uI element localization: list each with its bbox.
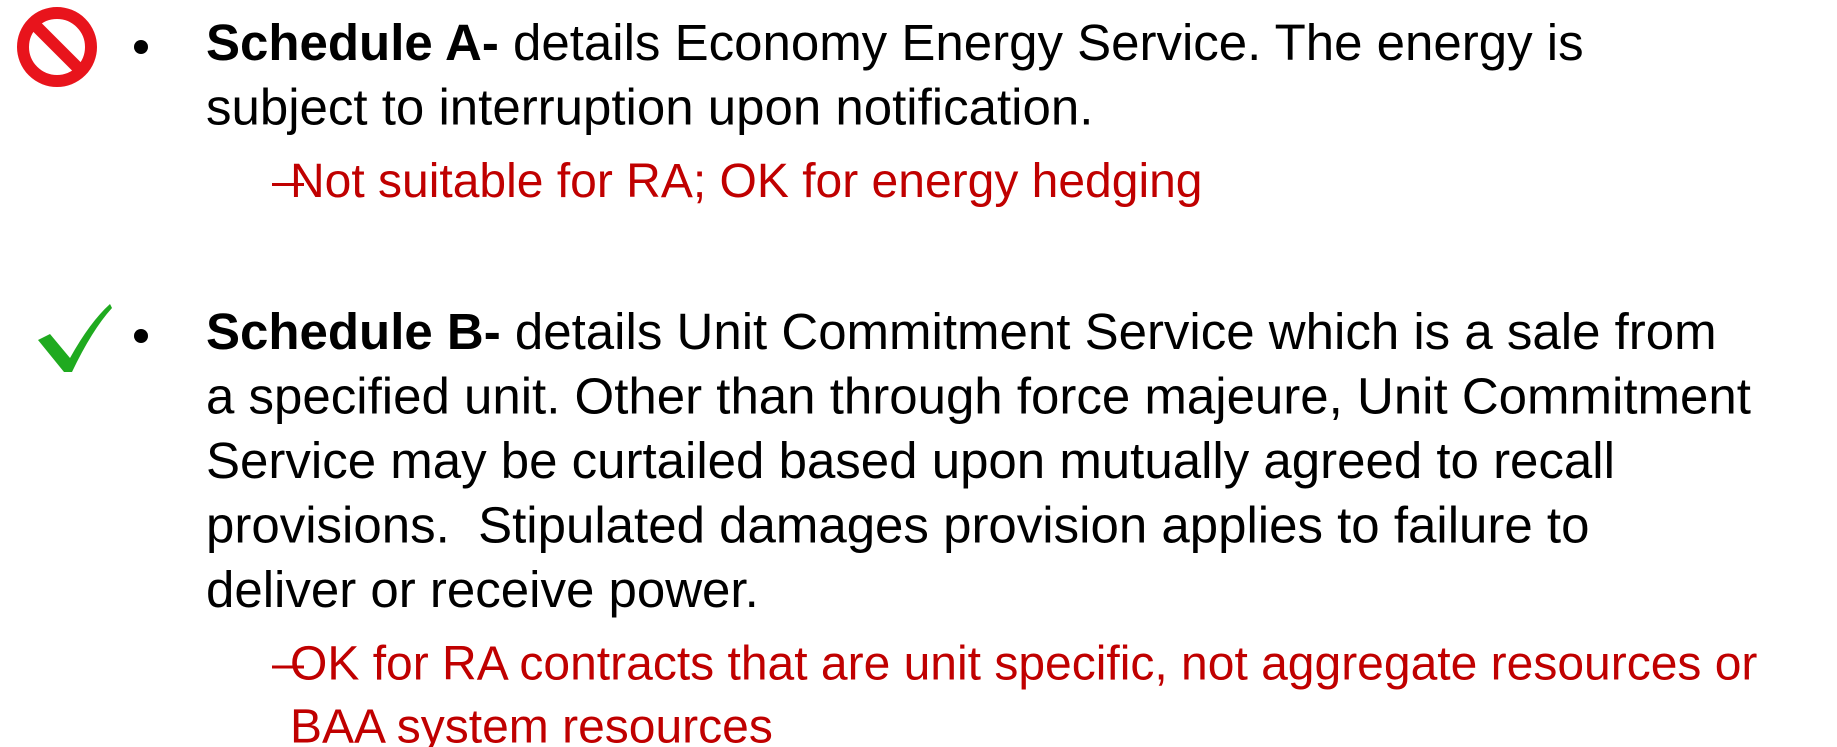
- item-line: details Unit Commitment Service which is…: [501, 303, 1717, 360]
- item-text: Service may be curtailed based upon mutu…: [206, 432, 1615, 489]
- sub-text: BAA system resources: [290, 701, 773, 747]
- item-line: deliver or receive power.: [206, 561, 759, 618]
- sub-text: OK for RA contracts that are unit specif…: [290, 638, 1757, 691]
- item-line: Service may be curtailed based upon mutu…: [206, 432, 1615, 489]
- item-text: provisions. Stipulated damages provision…: [206, 497, 1589, 554]
- item-line: provisions. Stipulated damages provision…: [206, 497, 1589, 554]
- item-text: a specified unit. Other than through for…: [206, 368, 1751, 425]
- item-text: Schedule A- details Economy Energy Servi…: [206, 14, 1584, 71]
- item-line: details Economy Energy Service. The ener…: [499, 14, 1584, 71]
- item-text: subject to interruption upon notificatio…: [206, 79, 1093, 136]
- item-line: a specified unit. Other than through for…: [206, 368, 1751, 425]
- bullet: [134, 40, 148, 54]
- item-text: deliver or receive power.: [206, 561, 759, 618]
- no-icon: [17, 7, 97, 87]
- check-icon: [38, 304, 112, 372]
- item-label: Schedule B-: [206, 303, 501, 360]
- bullet: [134, 329, 148, 343]
- sub-text: Not suitable for RA; OK for energy hedgi…: [290, 155, 1203, 208]
- item-line: subject to interruption upon notificatio…: [206, 79, 1093, 136]
- item-text: Schedule B- details Unit Commitment Serv…: [206, 303, 1717, 360]
- item-label: Schedule A-: [206, 14, 499, 71]
